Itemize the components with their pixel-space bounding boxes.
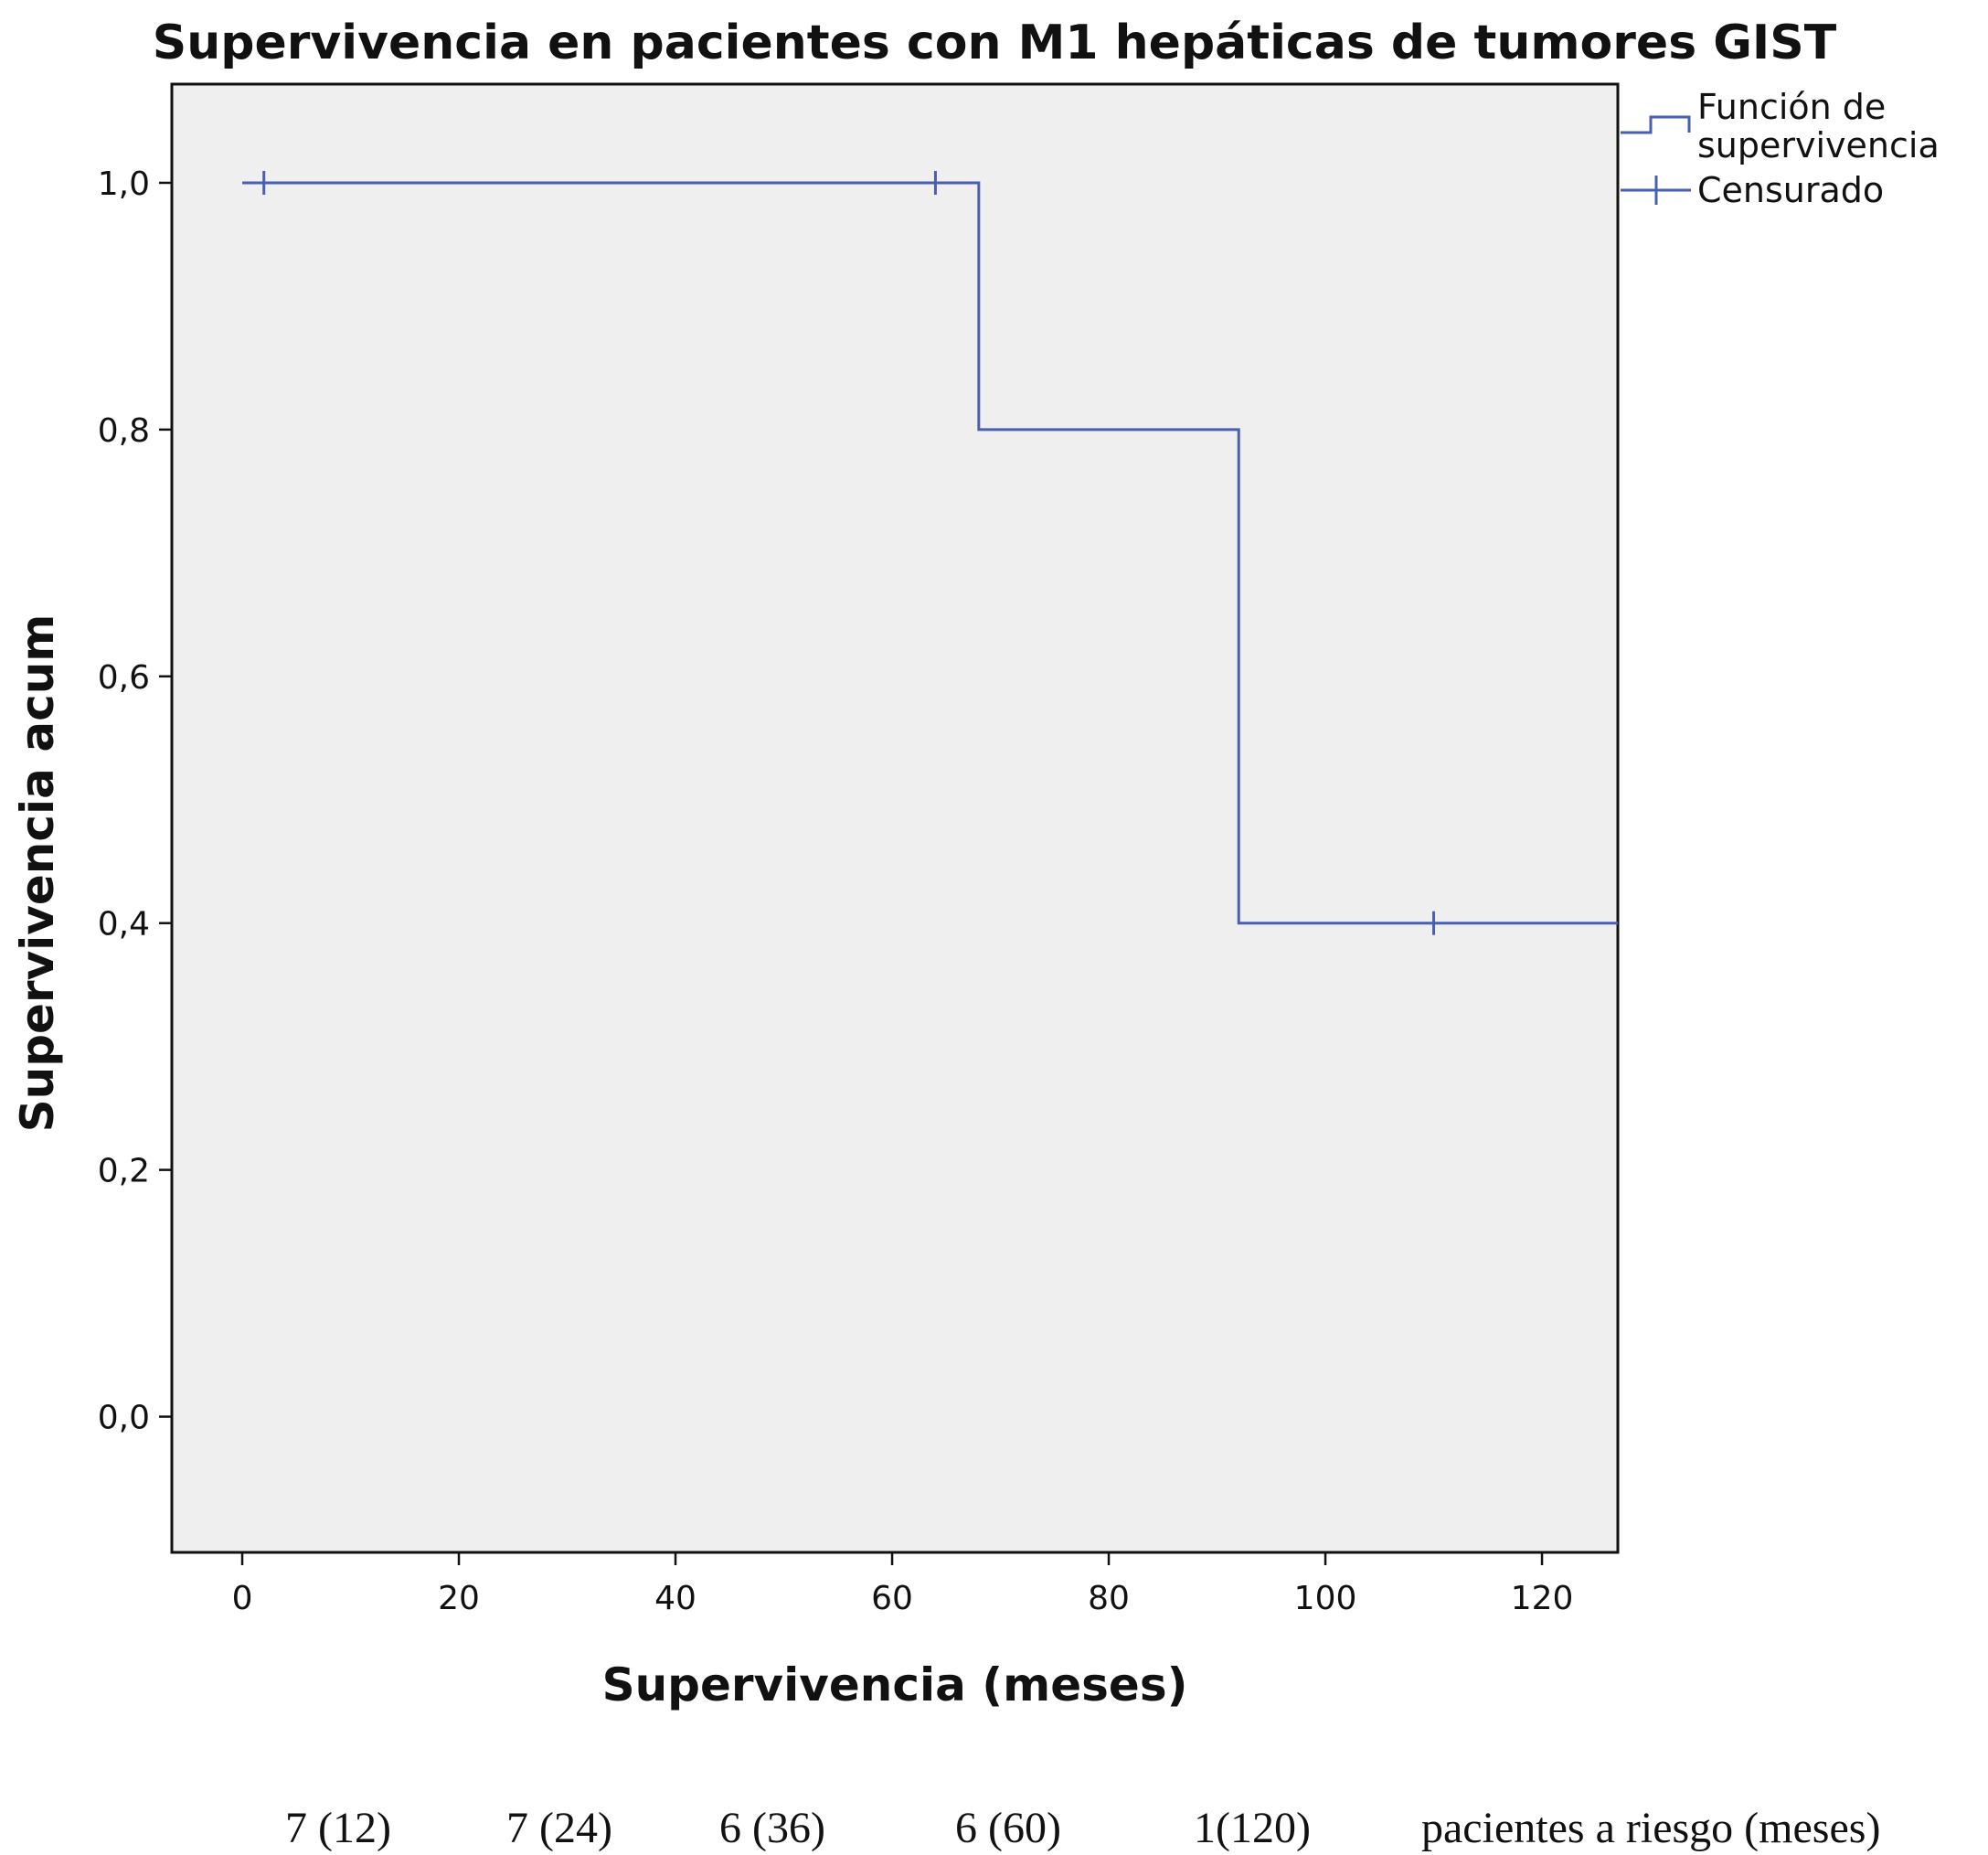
legend-label-censored: Censurado: [1697, 170, 1884, 210]
x-axis-label: Supervivencia (meses): [602, 1658, 1188, 1711]
y-tick-label: 0,4: [98, 906, 150, 943]
y-tick-label: 0,0: [98, 1400, 150, 1437]
legend-label-survival-line2: supervivencia: [1697, 125, 1940, 165]
at-risk-value: 6 (60): [955, 1804, 1061, 1852]
at-risk-value: 1(120): [1194, 1804, 1311, 1852]
x-tick-label: 40: [654, 1580, 696, 1617]
at-risk-value: 6 (36): [719, 1804, 825, 1852]
plot-area: [170, 82, 1620, 1554]
chart-title: Supervivencia en pacientes con M1 hepáti…: [153, 16, 1837, 70]
x-tick-label: 100: [1294, 1580, 1357, 1617]
legend-step-icon: [1621, 115, 1691, 134]
x-tick-label: 60: [871, 1580, 913, 1617]
x-tick-label: 20: [438, 1580, 480, 1617]
y-tick-label: 0,6: [98, 659, 150, 697]
x-tick-label: 80: [1088, 1580, 1130, 1617]
at-risk-value: 7 (24): [506, 1804, 612, 1852]
y-axis: 0,0 0,2 0,4 0,6 0,8 1,0: [98, 165, 172, 1437]
x-axis: 0 20 40 60 80 100 120: [232, 1552, 1574, 1617]
survival-step-line: [242, 181, 1618, 925]
y-tick-label: 0,8: [98, 412, 150, 450]
at-risk-value: 7 (12): [285, 1804, 391, 1852]
y-tick-label: 1,0: [98, 165, 150, 203]
legend-label-survival-line1: Función de: [1697, 87, 1886, 127]
x-tick-label: 120: [1511, 1580, 1574, 1617]
at-risk-label: pacientes a riesgo (meses): [1421, 1804, 1880, 1852]
y-tick-label: 0,2: [98, 1153, 150, 1190]
at-risk-row: 7 (12) 7 (24) 6 (36) 6 (60) 1(120) pacientes …: [285, 1804, 1880, 1852]
x-tick-label: 0: [232, 1580, 253, 1617]
y-axis-label: Supervivencia acum: [11, 614, 64, 1133]
series-layer: [242, 170, 1618, 935]
